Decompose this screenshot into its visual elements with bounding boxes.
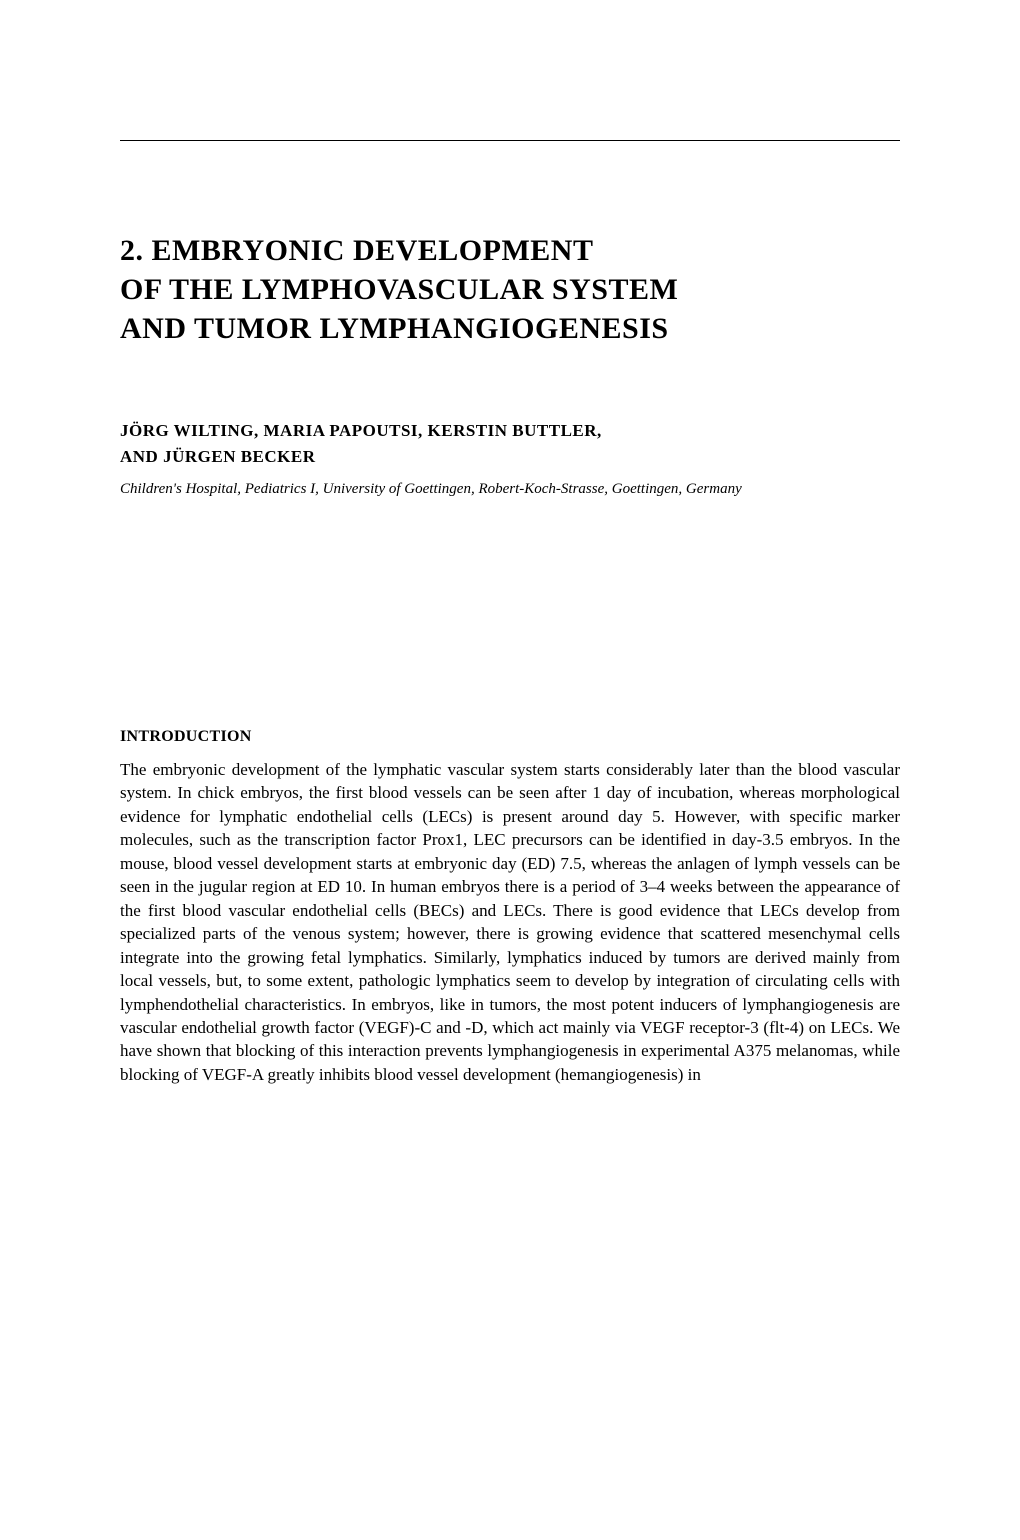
section-heading-introduction: INTRODUCTION bbox=[120, 728, 900, 746]
body-paragraph: The embryonic development of the lymphat… bbox=[120, 758, 900, 1086]
title-line-1: 2. EMBRYONIC DEVELOPMENT bbox=[120, 231, 900, 270]
chapter-title: 2. EMBRYONIC DEVELOPMENT OF THE LYMPHOVA… bbox=[120, 231, 900, 348]
affiliation: Children's Hospital, Pediatrics I, Unive… bbox=[120, 481, 900, 498]
title-line-2: OF THE LYMPHOVASCULAR SYSTEM bbox=[120, 270, 900, 309]
horizontal-rule bbox=[120, 140, 900, 141]
authors: JÖRG WILTING, MARIA PAPOUTSI, KERSTIN BU… bbox=[120, 418, 900, 469]
authors-line-1: JÖRG WILTING, MARIA PAPOUTSI, KERSTIN BU… bbox=[120, 418, 900, 444]
title-line-3: AND TUMOR LYMPHANGIOGENESIS bbox=[120, 309, 900, 348]
authors-line-2: AND JÜRGEN BECKER bbox=[120, 444, 900, 470]
